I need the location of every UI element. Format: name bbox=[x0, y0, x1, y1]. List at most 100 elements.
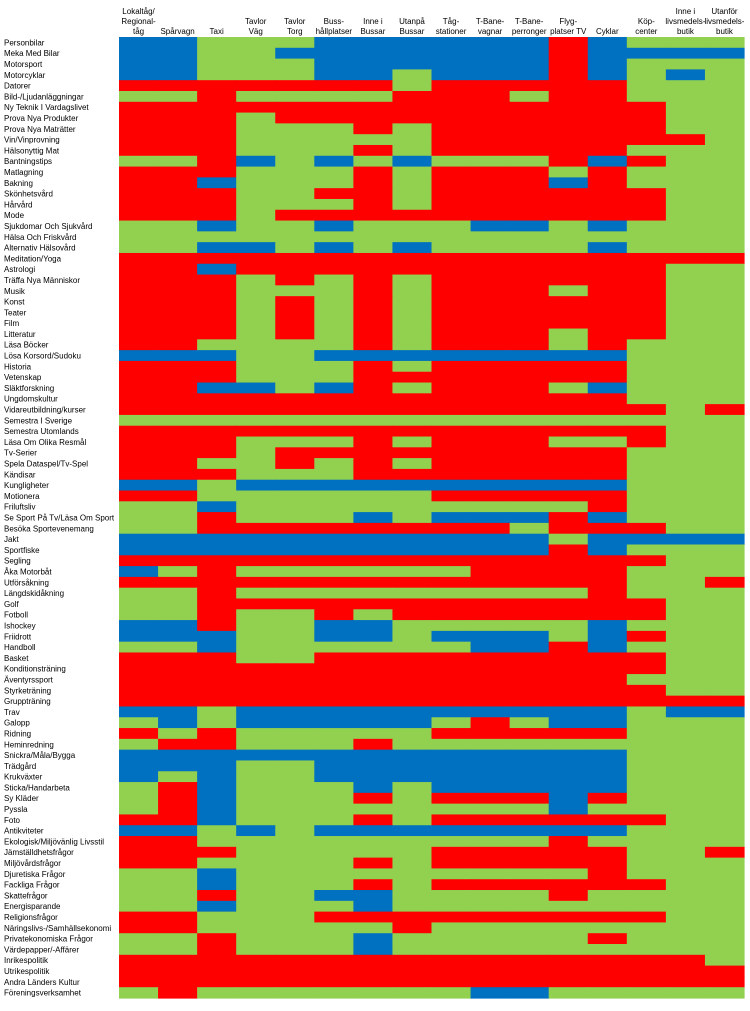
heatmap-cell bbox=[236, 198, 276, 211]
heatmap-cell bbox=[197, 738, 237, 751]
heatmap-cell bbox=[509, 674, 550, 686]
heatmap-cell bbox=[236, 479, 276, 492]
heatmap-cell bbox=[314, 760, 354, 772]
heatmap-cell bbox=[626, 857, 667, 870]
heatmap-cell bbox=[431, 317, 472, 330]
heatmap-cell bbox=[704, 728, 745, 740]
column-label-line: T-Bane- bbox=[515, 17, 544, 26]
heatmap-cell bbox=[470, 177, 511, 189]
heatmap-cell bbox=[665, 414, 706, 427]
heatmap-cell bbox=[392, 566, 433, 578]
heatmap-cell bbox=[470, 425, 511, 438]
heatmap-cell bbox=[587, 674, 628, 686]
heatmap-cell bbox=[587, 263, 628, 276]
heatmap-cell bbox=[353, 274, 394, 286]
heatmap-cell bbox=[275, 350, 315, 362]
heatmap-cell bbox=[119, 263, 159, 276]
row-label: Tv-Serier bbox=[4, 449, 37, 458]
heatmap-cell bbox=[197, 922, 237, 934]
heatmap-cell bbox=[236, 242, 276, 254]
heatmap-cell bbox=[509, 69, 550, 81]
heatmap-cell bbox=[275, 836, 315, 848]
heatmap-cell bbox=[704, 328, 745, 340]
heatmap-cell bbox=[314, 717, 354, 729]
heatmap-cell bbox=[626, 868, 667, 880]
heatmap-cell bbox=[353, 663, 394, 675]
heatmap-cell bbox=[509, 663, 550, 675]
heatmap-cell bbox=[548, 80, 589, 92]
heatmap-cell bbox=[119, 555, 159, 567]
heatmap-cell bbox=[197, 630, 237, 643]
heatmap-cell bbox=[353, 976, 394, 988]
heatmap-cell bbox=[353, 382, 394, 394]
heatmap-cell bbox=[353, 425, 394, 438]
heatmap-cell bbox=[665, 360, 706, 373]
heatmap-cell bbox=[704, 738, 745, 751]
heatmap-cell bbox=[704, 544, 745, 556]
heatmap-cell bbox=[353, 198, 394, 211]
heatmap-cell bbox=[509, 836, 550, 848]
column-label: Lokaltåg/Regional-tåg bbox=[121, 7, 156, 36]
heatmap-cell bbox=[470, 90, 511, 103]
heatmap-cell bbox=[158, 598, 198, 610]
heatmap-cell bbox=[236, 501, 276, 513]
heatmap-cell bbox=[119, 814, 159, 826]
heatmap-cell bbox=[587, 857, 628, 870]
heatmap-cell bbox=[431, 738, 472, 751]
heatmap-cell bbox=[470, 101, 511, 114]
heatmap-cell bbox=[314, 706, 354, 718]
heatmap-cell bbox=[587, 782, 628, 794]
heatmap-cell bbox=[587, 663, 628, 675]
heatmap-cell bbox=[236, 760, 276, 772]
heatmap-cell bbox=[665, 792, 706, 805]
heatmap-cell bbox=[392, 782, 433, 794]
heatmap-cell bbox=[431, 825, 472, 837]
heatmap-cell bbox=[197, 684, 237, 697]
heatmap-cell bbox=[431, 674, 472, 686]
heatmap-cell bbox=[665, 69, 706, 81]
heatmap-cell bbox=[197, 58, 237, 70]
heatmap-cell bbox=[587, 976, 628, 988]
heatmap-cell bbox=[665, 274, 706, 286]
heatmap-cell bbox=[431, 544, 472, 556]
heatmap-cell bbox=[275, 857, 315, 870]
heatmap-cell bbox=[548, 522, 589, 535]
heatmap-cell bbox=[392, 717, 433, 729]
heatmap-cell bbox=[158, 144, 198, 157]
heatmap-cell bbox=[470, 533, 511, 546]
heatmap-cell bbox=[158, 576, 198, 589]
heatmap-cell bbox=[275, 231, 315, 243]
heatmap-cell bbox=[548, 285, 589, 297]
heatmap-cell bbox=[704, 782, 745, 794]
heatmap-cell bbox=[704, 663, 745, 675]
heatmap-cell bbox=[704, 900, 745, 913]
heatmap-cell bbox=[548, 252, 589, 265]
heatmap-cell bbox=[197, 836, 237, 848]
heatmap-cell bbox=[119, 533, 159, 546]
heatmap-cell bbox=[704, 890, 745, 902]
heatmap-cell bbox=[236, 609, 276, 621]
heatmap-cell bbox=[626, 177, 667, 189]
heatmap-cell bbox=[314, 771, 354, 783]
heatmap-cell bbox=[665, 782, 706, 794]
heatmap-cell bbox=[431, 350, 472, 362]
heatmap-cell bbox=[119, 123, 159, 135]
heatmap-cell bbox=[548, 90, 589, 103]
heatmap-cell bbox=[548, 155, 589, 168]
heatmap-cell bbox=[626, 339, 667, 351]
heatmap-cell bbox=[392, 371, 433, 384]
heatmap-cell bbox=[353, 782, 394, 794]
heatmap-cell bbox=[353, 112, 394, 124]
heatmap-cell bbox=[509, 933, 550, 945]
heatmap-cell bbox=[704, 447, 745, 459]
heatmap-cell bbox=[236, 252, 276, 265]
heatmap-cell bbox=[392, 425, 433, 438]
heatmap-cell bbox=[314, 846, 354, 859]
heatmap-cell bbox=[587, 641, 628, 654]
heatmap-cell bbox=[704, 393, 745, 405]
heatmap-cell bbox=[119, 371, 159, 384]
heatmap-cell bbox=[197, 944, 237, 956]
heatmap-cell bbox=[197, 695, 237, 708]
heatmap-cell bbox=[548, 900, 589, 913]
row-label: Heminredning bbox=[4, 740, 54, 749]
